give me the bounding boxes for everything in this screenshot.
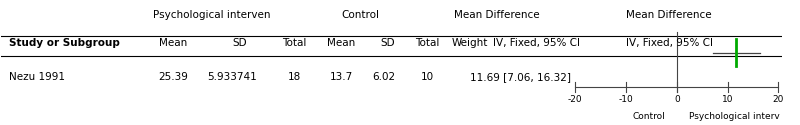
Text: Study or Subgroup: Study or Subgroup — [9, 38, 120, 48]
Text: Nezu 1991: Nezu 1991 — [9, 72, 65, 82]
Text: SD: SD — [232, 38, 247, 48]
Text: Mean Difference: Mean Difference — [454, 10, 540, 20]
Text: SD: SD — [381, 38, 395, 48]
Text: 11.69 [7.06, 16.32]: 11.69 [7.06, 16.32] — [470, 72, 571, 82]
Text: Mean Difference: Mean Difference — [626, 10, 712, 20]
Text: -20: -20 — [568, 95, 582, 104]
Text: 0: 0 — [674, 95, 680, 104]
Text: 10: 10 — [722, 95, 734, 104]
Text: Mean: Mean — [159, 38, 187, 48]
Text: IV, Fixed, 95% CI: IV, Fixed, 95% CI — [626, 38, 713, 48]
Text: Weight: Weight — [452, 38, 488, 48]
Text: Total: Total — [414, 38, 439, 48]
Text: 18: 18 — [287, 72, 301, 82]
Text: IV, Fixed, 95% CI: IV, Fixed, 95% CI — [493, 38, 580, 48]
Text: 5.933741: 5.933741 — [207, 72, 257, 82]
Text: 6.02: 6.02 — [373, 72, 395, 82]
Text: Psychological interven: Psychological interven — [154, 10, 271, 20]
Text: Psychological interv: Psychological interv — [689, 112, 779, 121]
Text: Control: Control — [342, 10, 379, 20]
Text: -10: -10 — [618, 95, 634, 104]
Text: 10: 10 — [421, 72, 434, 82]
Text: 13.7: 13.7 — [330, 72, 353, 82]
Text: 20: 20 — [773, 95, 784, 104]
Text: 25.39: 25.39 — [158, 72, 188, 82]
Text: Mean: Mean — [327, 38, 355, 48]
Text: Control: Control — [632, 112, 665, 121]
Text: Total: Total — [282, 38, 306, 48]
